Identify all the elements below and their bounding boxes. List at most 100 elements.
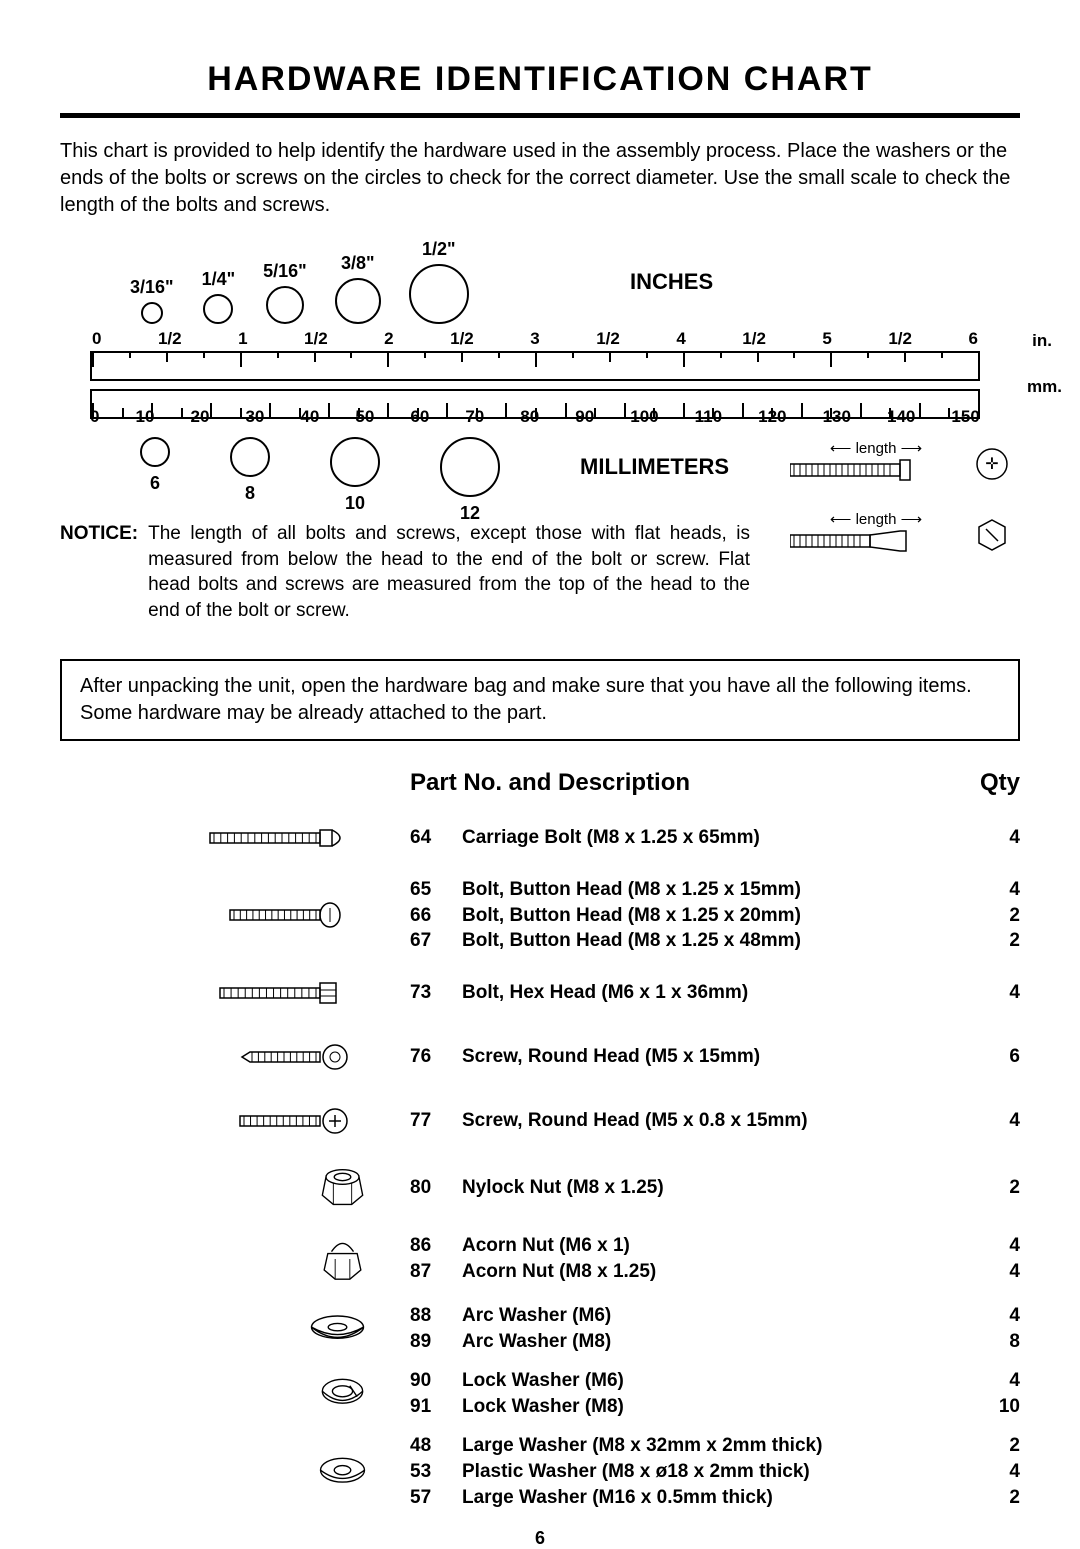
ruler-label: 50 xyxy=(355,407,374,427)
part-number: 77 xyxy=(410,1108,462,1134)
part-qty: 4 xyxy=(970,1459,1020,1485)
desc-header: Part No. and Description xyxy=(410,769,950,797)
circle-icon xyxy=(330,437,380,487)
part-row: 77Screw, Round Head (M5 x 0.8 x 15mm)4 xyxy=(410,1108,1020,1134)
part-qty: 4 xyxy=(970,1233,1020,1259)
inch-circle: 3/8" xyxy=(335,253,381,324)
ruler-label: 5 xyxy=(822,329,831,349)
part-number: 64 xyxy=(410,825,462,851)
mm-circle-label: 8 xyxy=(245,483,255,504)
part-qty: 4 xyxy=(970,1303,1020,1329)
part-number: 86 xyxy=(410,1233,462,1259)
ruler-label: 80 xyxy=(520,407,539,427)
part-lines: 90Lock Washer (M6)491Lock Washer (M8)10 xyxy=(410,1368,1020,1419)
ruler-label: 0 xyxy=(90,407,99,427)
unpack-note-box: After unpacking the unit, open the hardw… xyxy=(60,659,1020,741)
ruler-label: 40 xyxy=(300,407,319,427)
carriage-bolt-icon xyxy=(190,813,370,863)
part-block: 48Large Washer (M8 x 32mm x 2mm thick)25… xyxy=(60,1433,1020,1510)
part-description: Bolt, Button Head (M8 x 1.25 x 48mm) xyxy=(462,928,970,954)
ruler-label: 4 xyxy=(676,329,685,349)
part-lines: 65Bolt, Button Head (M8 x 1.25 x 15mm)46… xyxy=(410,877,1020,954)
inch-circle: 1/2" xyxy=(409,239,469,324)
qty-header: Qty xyxy=(950,769,1020,797)
inch-circle-label: 5/16" xyxy=(263,261,307,282)
flat-washer-icon xyxy=(315,1452,370,1492)
part-illustration xyxy=(60,1096,410,1146)
part-number: 48 xyxy=(410,1433,462,1459)
ruler-label: 1/2 xyxy=(888,329,912,349)
mm-circle-label: 10 xyxy=(345,493,365,514)
inch-circle: 3/16" xyxy=(130,277,174,324)
part-lines: 73Bolt, Hex Head (M6 x 1 x 36mm)4 xyxy=(410,980,1020,1006)
mm-heading: MILLIMETERS xyxy=(580,454,729,480)
part-description: Carriage Bolt (M8 x 1.25 x 65mm) xyxy=(462,825,970,851)
part-qty: 2 xyxy=(970,1485,1020,1511)
part-number: 53 xyxy=(410,1459,462,1485)
ruler-label: 1/2 xyxy=(304,329,328,349)
part-number: 66 xyxy=(410,903,462,929)
unit-in-label: in. xyxy=(1032,331,1052,351)
part-row: 53Plastic Washer (M8 x ø18 x 2mm thick)4 xyxy=(410,1459,1020,1485)
part-row: 87Acorn Nut (M8 x 1.25)4 xyxy=(410,1259,1020,1285)
part-description: Lock Washer (M6) xyxy=(462,1368,970,1394)
lock-washer-icon xyxy=(315,1369,370,1419)
ruler-label: 2 xyxy=(384,329,393,349)
part-lines: 77Screw, Round Head (M5 x 0.8 x 15mm)4 xyxy=(410,1108,1020,1134)
ruler-label: 30 xyxy=(245,407,264,427)
mm-ruler-labels: 0102030405060708090100110120130140150 xyxy=(90,407,980,427)
length-label-2: length xyxy=(856,511,897,528)
mm-circles-row: 681012 xyxy=(140,437,500,524)
flathead-side-icon xyxy=(790,528,940,554)
inch-circle: 1/4" xyxy=(202,269,236,324)
part-lines: 80Nylock Nut (M8 x 1.25)2 xyxy=(410,1175,1020,1201)
part-lines: 86Acorn Nut (M6 x 1)487Acorn Nut (M8 x 1… xyxy=(410,1233,1020,1284)
part-block: 73Bolt, Hex Head (M6 x 1 x 36mm)4 xyxy=(60,968,1020,1018)
part-qty: 4 xyxy=(970,1368,1020,1394)
notice-block: NOTICE: The length of all bolts and scre… xyxy=(60,521,750,624)
part-qty: 6 xyxy=(970,1044,1020,1070)
part-description: Bolt, Hex Head (M6 x 1 x 36mm) xyxy=(462,980,970,1006)
part-qty: 8 xyxy=(970,1329,1020,1355)
part-illustration xyxy=(60,968,410,1018)
part-block: 86Acorn Nut (M6 x 1)487Acorn Nut (M8 x 1… xyxy=(60,1229,1020,1289)
part-number: 65 xyxy=(410,877,462,903)
inch-circle-label: 3/16" xyxy=(130,277,174,298)
part-lines: 64Carriage Bolt (M8 x 1.25 x 65mm)4 xyxy=(410,825,1020,851)
circle-icon xyxy=(440,437,500,497)
bolt-head-hex-icon: ✛ xyxy=(974,446,1010,482)
ruler-label: 60 xyxy=(410,407,429,427)
part-row: 90Lock Washer (M6)4 xyxy=(410,1368,1020,1394)
circle-icon xyxy=(203,294,233,324)
part-qty: 2 xyxy=(970,1433,1020,1459)
flathead-top-icon xyxy=(974,517,1010,553)
ruler-label: 1/2 xyxy=(742,329,766,349)
part-qty: 2 xyxy=(970,928,1020,954)
part-description: Arc Washer (M6) xyxy=(462,1303,970,1329)
part-row: 48Large Washer (M8 x 32mm x 2mm thick)2 xyxy=(410,1433,1020,1459)
part-illustration xyxy=(60,1309,410,1349)
part-description: Bolt, Button Head (M8 x 1.25 x 15mm) xyxy=(462,877,970,903)
part-number: 88 xyxy=(410,1303,462,1329)
inch-circle-label: 1/4" xyxy=(202,269,236,290)
part-block: 88Arc Washer (M6)489Arc Washer (M8)8 xyxy=(60,1303,1020,1354)
ruler-label: 20 xyxy=(190,407,209,427)
part-row: 73Bolt, Hex Head (M6 x 1 x 36mm)4 xyxy=(410,980,1020,1006)
part-number: 57 xyxy=(410,1485,462,1511)
part-number: 67 xyxy=(410,928,462,954)
ruler-label: 140 xyxy=(887,407,915,427)
part-qty: 4 xyxy=(970,980,1020,1006)
button-head-bolt-icon xyxy=(190,890,370,940)
parts-list: 64Carriage Bolt (M8 x 1.25 x 65mm)465Bol… xyxy=(60,813,1020,1510)
circle-icon xyxy=(409,264,469,324)
part-qty: 10 xyxy=(970,1394,1020,1420)
intro-text: This chart is provided to help identify … xyxy=(60,138,1020,219)
part-illustration xyxy=(60,1369,410,1419)
hex-bolt-icon xyxy=(190,968,370,1018)
ruler-label: 0 xyxy=(92,329,101,349)
part-qty: 4 xyxy=(970,825,1020,851)
part-qty: 2 xyxy=(970,1175,1020,1201)
inch-circle: 5/16" xyxy=(263,261,307,324)
inch-ruler-labels: 01/211/221/231/241/251/26 xyxy=(90,329,980,351)
arc-washer-icon xyxy=(305,1309,370,1349)
